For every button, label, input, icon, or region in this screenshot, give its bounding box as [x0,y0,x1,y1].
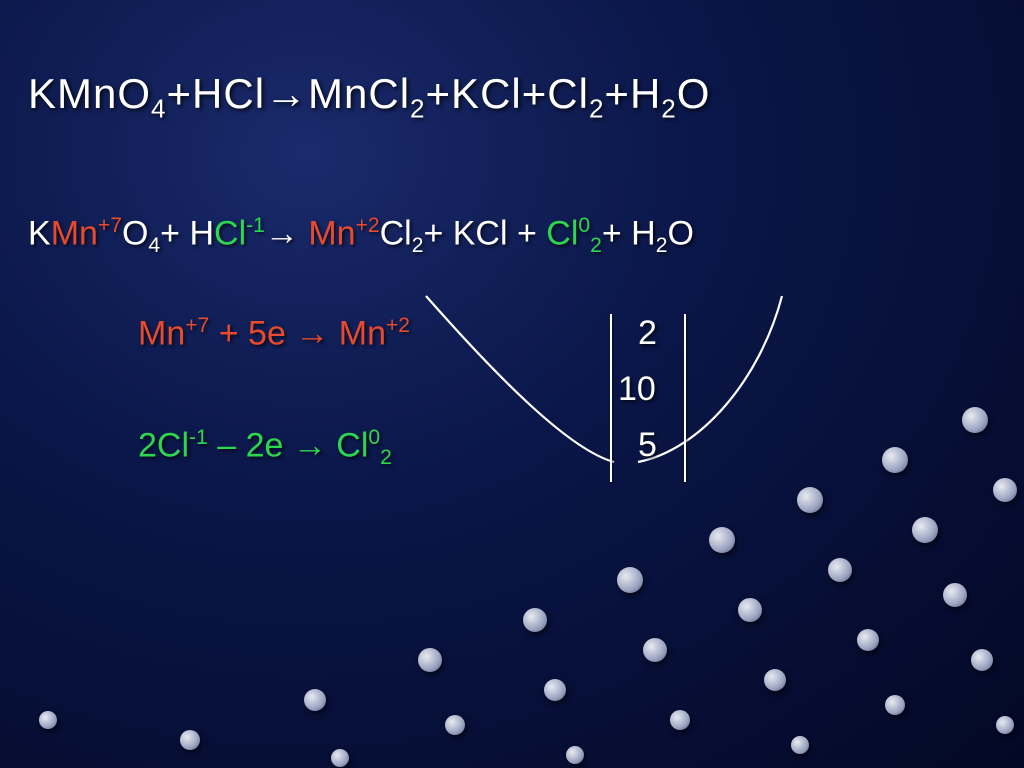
decorative-dot [39,711,57,729]
decorative-dot [764,669,786,691]
eq-sup-green: 0 [578,214,590,237]
decorative-dot [670,710,690,730]
decorative-dot [971,649,993,671]
half-reaction-reduction: Mn+7 + 5e → Mn+2 [138,314,1004,370]
decorative-dot [523,608,547,632]
title-text: O [677,70,711,117]
eq-text-green: Cl [214,215,246,253]
decorative-dot [912,517,938,543]
hr-text-green: 2Cl [138,426,189,464]
title-text: +H [604,70,661,117]
decorative-dot [828,558,852,582]
decorative-dot [418,648,442,672]
eq-sup-red: +2 [356,214,380,237]
hr-sup-green: -1 [189,426,208,449]
decorative-dot [445,715,465,735]
eq-sub: 2 [412,235,424,258]
decorative-dot [857,629,879,651]
decorative-dot [180,730,200,750]
title-sub: 4 [151,93,166,123]
decorative-dot [738,598,762,622]
hr-text-red: + 5e → [209,314,338,352]
hr-text-green: Cl [336,426,368,464]
decorative-dot [709,527,735,553]
decorative-dot [617,567,643,593]
half-reaction-oxidation: 2Cl-1 – 2e → Cl02 [138,426,1004,482]
hr-sup-red: +2 [386,314,410,337]
half-reactions-block: Mn+7 + 5e → Mn+2 2Cl-1 – 2e → Cl02 2105 [138,314,1004,482]
eq-text-red: Mn [51,215,98,253]
balance-divider [684,314,686,482]
eq-text: + H [602,215,656,253]
equation-title: KMnO4+HCl→MnCl2+KCl+Cl2+H2O [28,70,1004,124]
eq-text: O [667,215,693,253]
hr-text-green: – 2e → [208,426,337,464]
title-sub: 2 [410,93,425,123]
balance-coefficient: 2 [638,314,657,353]
decorative-dot [331,749,349,767]
hr-text-red: Mn [339,314,386,352]
eq-sup-red: +7 [98,214,122,237]
eq-sub: 2 [656,235,668,258]
eq-text: + KCl + [423,215,546,253]
decorative-dot [996,716,1014,734]
decorative-dot [643,638,667,662]
slide-content: KMnO4+HCl→MnCl2+KCl+Cl2+H2O KMn+7O4+ HCl… [0,0,1024,502]
balance-divider [610,314,612,482]
eq-sup-green: -1 [246,214,265,237]
title-sub: 2 [661,93,676,123]
decorative-dot [943,583,967,607]
title-sub: 2 [589,93,604,123]
half-reaction-spacer [138,370,1004,426]
eq-sub: 4 [148,235,160,258]
decorative-dot [544,679,566,701]
decorative-dot [885,695,905,715]
decorative-dot [304,689,326,711]
balance-coefficient: 10 [618,370,656,409]
eq-text-red: Mn [308,215,355,253]
hr-sup-green: 0 [368,426,380,449]
hr-sub-green: 2 [380,446,392,469]
hr-text-red: Mn [138,314,185,352]
eq-sub-green: 2 [590,235,602,258]
decorative-dot [566,746,584,764]
hr-sup-red: +7 [185,314,209,337]
eq-text: K [28,215,51,253]
eq-text: + H [160,215,214,253]
eq-text: Cl [380,215,412,253]
oxidation-state-equation: KMn+7O4+ HCl-1→ Mn+2Cl2+ KCl + Cl02+ H2O [28,214,1004,258]
eq-text: O [122,215,148,253]
title-text: +HCl→MnCl [167,70,411,117]
decorative-dot [791,736,809,754]
eq-text: → [265,215,308,253]
title-text: +KCl+Cl [426,70,589,117]
eq-text-green: Cl [546,215,578,253]
balance-coefficient: 5 [638,426,657,465]
title-text: KMnO [28,70,151,117]
